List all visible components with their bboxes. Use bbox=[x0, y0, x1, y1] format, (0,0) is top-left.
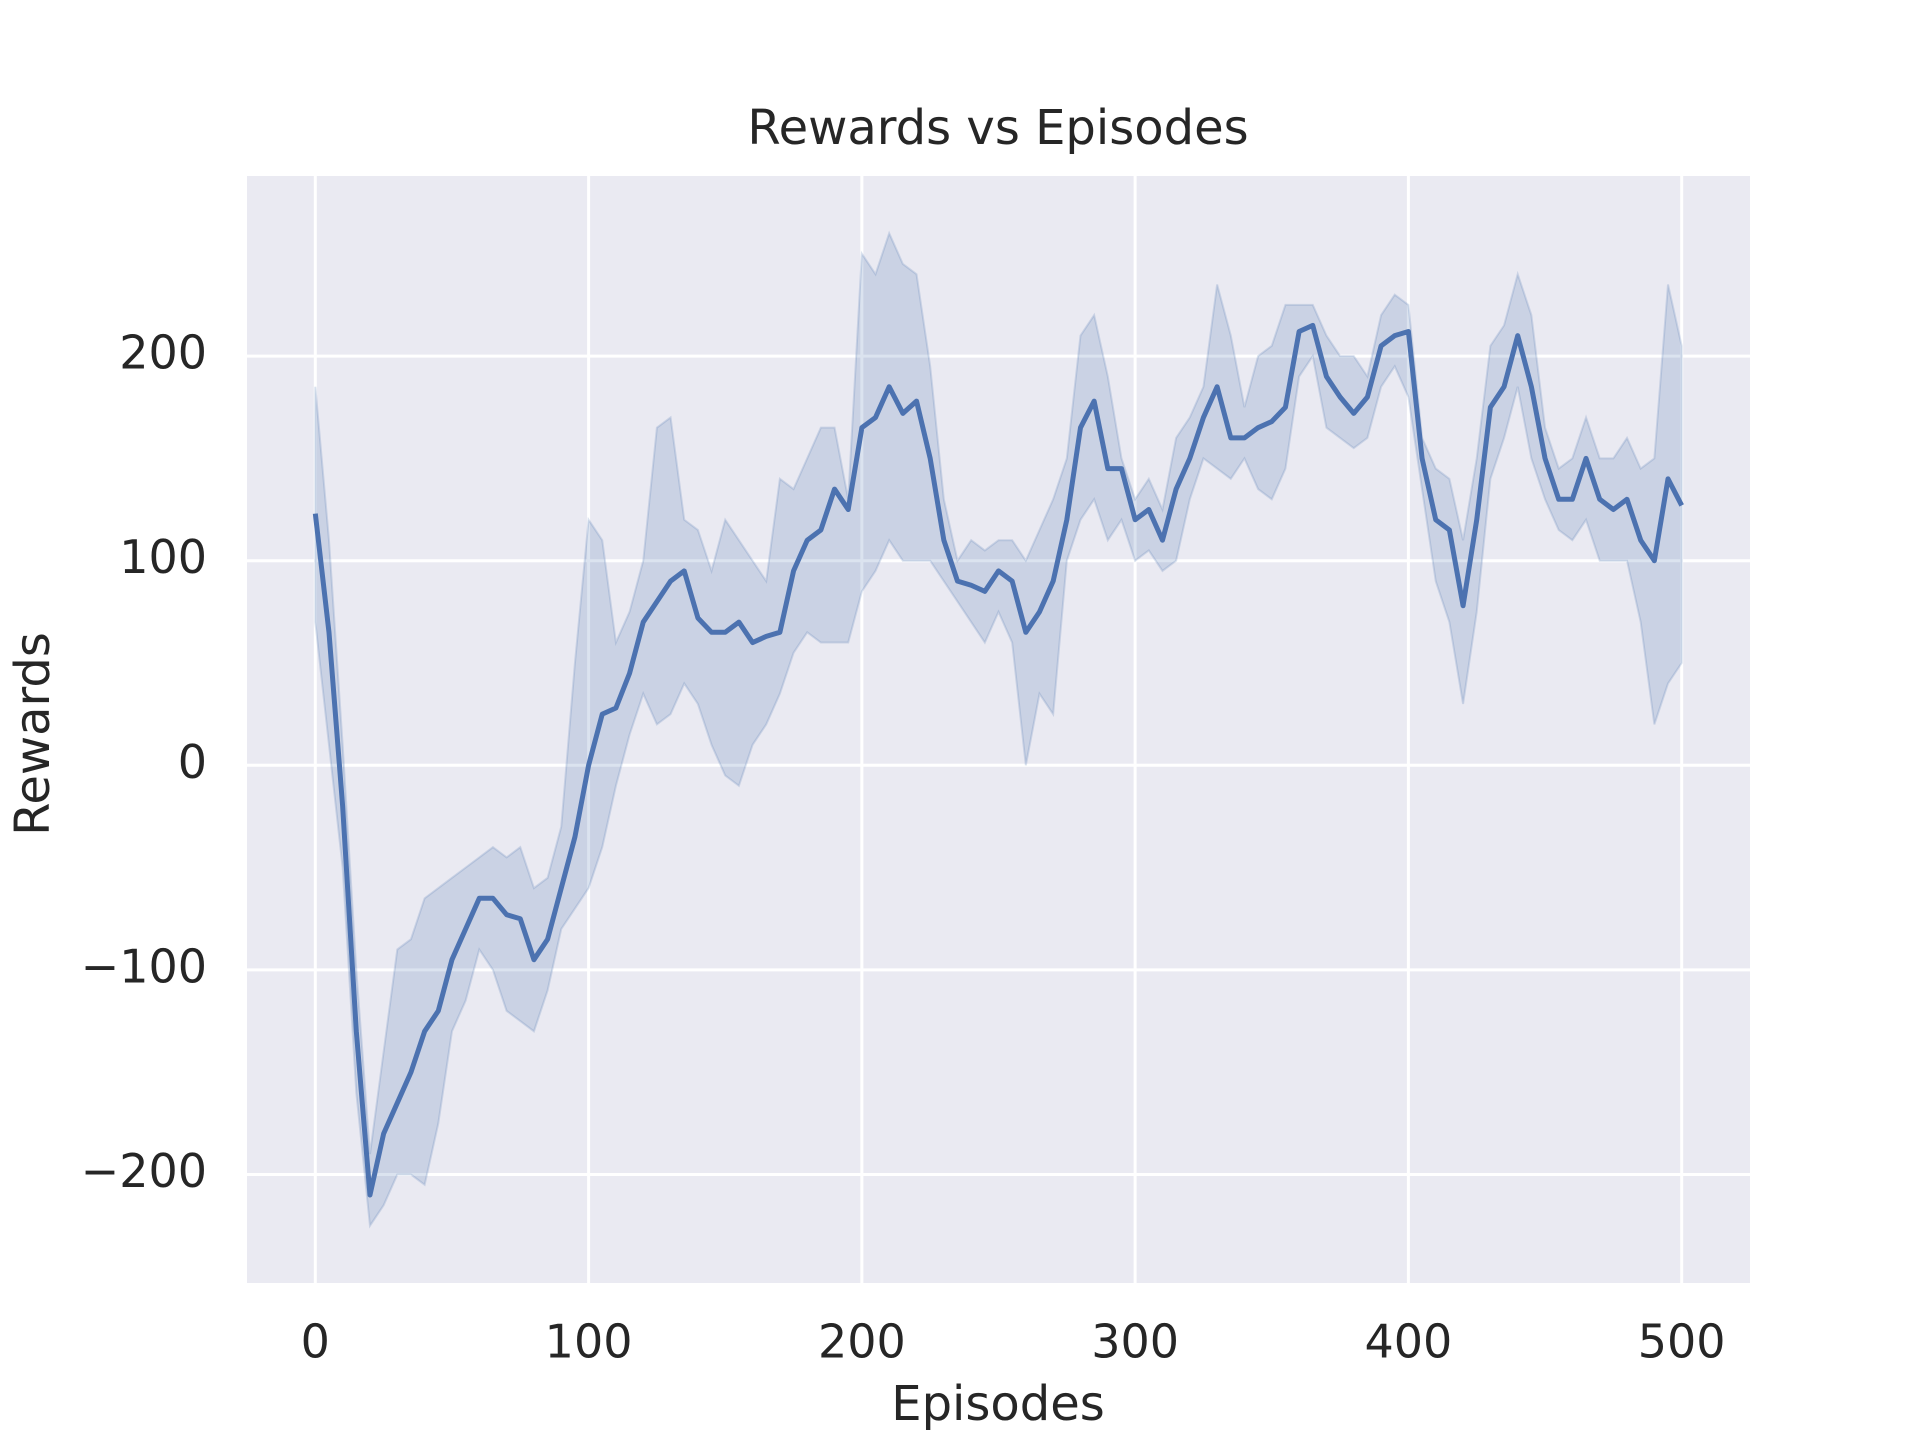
x-tick-label: 100 bbox=[545, 1315, 633, 1369]
line bbox=[312, 322, 1684, 1198]
x-tick-label: 0 bbox=[301, 1315, 330, 1369]
y-tick-label: 0 bbox=[178, 735, 207, 789]
y-tick-label: 200 bbox=[119, 326, 207, 380]
y-tick-label: 100 bbox=[119, 530, 207, 584]
y-axis-label: Rewards bbox=[5, 632, 61, 836]
x-axis-label: Episodes bbox=[891, 1376, 1105, 1432]
x-tick-label: 300 bbox=[1091, 1315, 1179, 1369]
error-band bbox=[314, 230, 1683, 1229]
y-tick-label: −100 bbox=[81, 939, 207, 993]
x-tick-label: 400 bbox=[1365, 1315, 1453, 1369]
x-tick-label: 500 bbox=[1638, 1315, 1726, 1369]
x-tick-label: 200 bbox=[818, 1315, 906, 1369]
plot-area bbox=[247, 176, 1750, 1283]
y-tick-label: −200 bbox=[81, 1144, 207, 1198]
chart-title: Rewards vs Episodes bbox=[747, 100, 1248, 156]
